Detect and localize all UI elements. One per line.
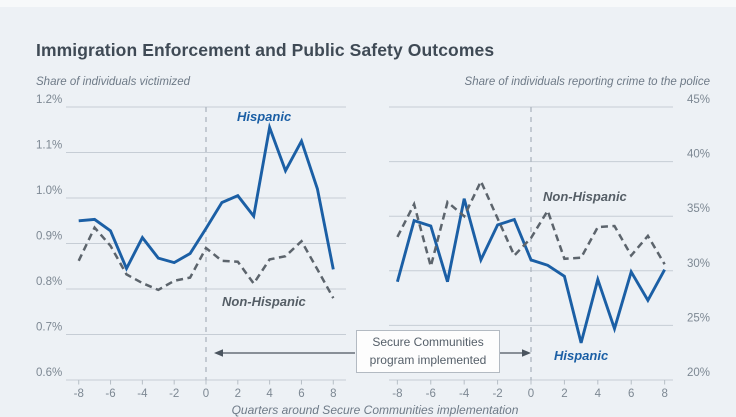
left-chart-y-tick-label: 0.7%	[36, 322, 62, 334]
right-non-hispanic-series-label: Non-Hispanic	[543, 189, 627, 204]
left-chart-y-tick-label: 0.8%	[36, 276, 62, 288]
page-title: Immigration Enforcement and Public Safet…	[36, 39, 495, 60]
right-chart-x-tick-label: -2	[492, 388, 502, 400]
right-chart-x-tick-label: -6	[426, 388, 436, 400]
right-chart-x-tick-label: 6	[628, 388, 634, 400]
left-chart-x-tick-label: 6	[298, 388, 304, 400]
right-chart-x-tick-label: 2	[561, 388, 567, 400]
annotation-box: Secure Communities program implemented	[356, 330, 500, 373]
right-chart-x-tick-label: -4	[459, 388, 470, 400]
left-chart-x-tick-label: -8	[74, 388, 84, 400]
annotation-arrow-left-head	[214, 349, 223, 357]
left-chart-x-tick-label: -2	[169, 388, 179, 400]
left-chart-y-tick-label: 1.0%	[36, 185, 62, 197]
right-chart-subtitle: Share of individuals reporting crime to …	[464, 76, 710, 88]
left-chart-y-tick-label: 1.2%	[36, 94, 62, 106]
left-hispanic-series-label: Hispanic	[237, 109, 292, 124]
left-chart-x-tick-label: 2	[235, 388, 241, 400]
left-chart-y-tick-label: 0.9%	[36, 231, 62, 243]
left-chart-hispanic-line	[78, 121, 335, 272]
right-chart-non-hispanic-line	[396, 178, 666, 272]
right-chart-y-tick-label: 45%	[687, 94, 710, 106]
annotation-line2: program implemented	[369, 352, 487, 367]
left-chart-x-tick-label: 4	[266, 388, 273, 400]
right-chart-x-tick-label: 0	[528, 388, 534, 400]
right-chart-x-tick-label: 4	[595, 388, 602, 400]
annotation-arrow-right-head	[522, 349, 531, 357]
right-hispanic-series-label: Hispanic	[554, 348, 609, 363]
left-chart-subtitle: Share of individuals victimized	[36, 76, 191, 88]
left-non-hispanic-series-label: Non-Hispanic	[222, 294, 306, 309]
right-chart-y-tick-label: 30%	[687, 258, 710, 270]
annotation-line1: Secure Communities	[372, 335, 484, 350]
left-chart-y-tick-label: 0.6%	[36, 367, 62, 379]
right-chart-x-tick-label: 8	[661, 388, 667, 400]
left-chart-x-tick-label: 8	[330, 388, 336, 400]
right-chart-hispanic-line	[396, 198, 666, 344]
right-chart-x-tick-label: -8	[392, 388, 402, 400]
x-axis-caption: Quarters around Secure Communities imple…	[231, 403, 519, 417]
left-chart-x-tick-label: -4	[137, 388, 148, 400]
right-chart-y-tick-label: 20%	[687, 367, 710, 379]
left-chart-non-hispanic-line	[77, 225, 335, 299]
right-chart-y-tick-label: 35%	[687, 203, 710, 215]
top-strip	[0, 0, 736, 7]
right-chart-y-tick-label: 40%	[687, 149, 710, 161]
left-chart-x-tick-label: 0	[203, 388, 209, 400]
right-chart-y-tick-label: 25%	[687, 312, 710, 324]
left-chart-x-tick-label: -6	[105, 388, 115, 400]
left-chart-y-tick-label: 1.1%	[36, 140, 62, 152]
